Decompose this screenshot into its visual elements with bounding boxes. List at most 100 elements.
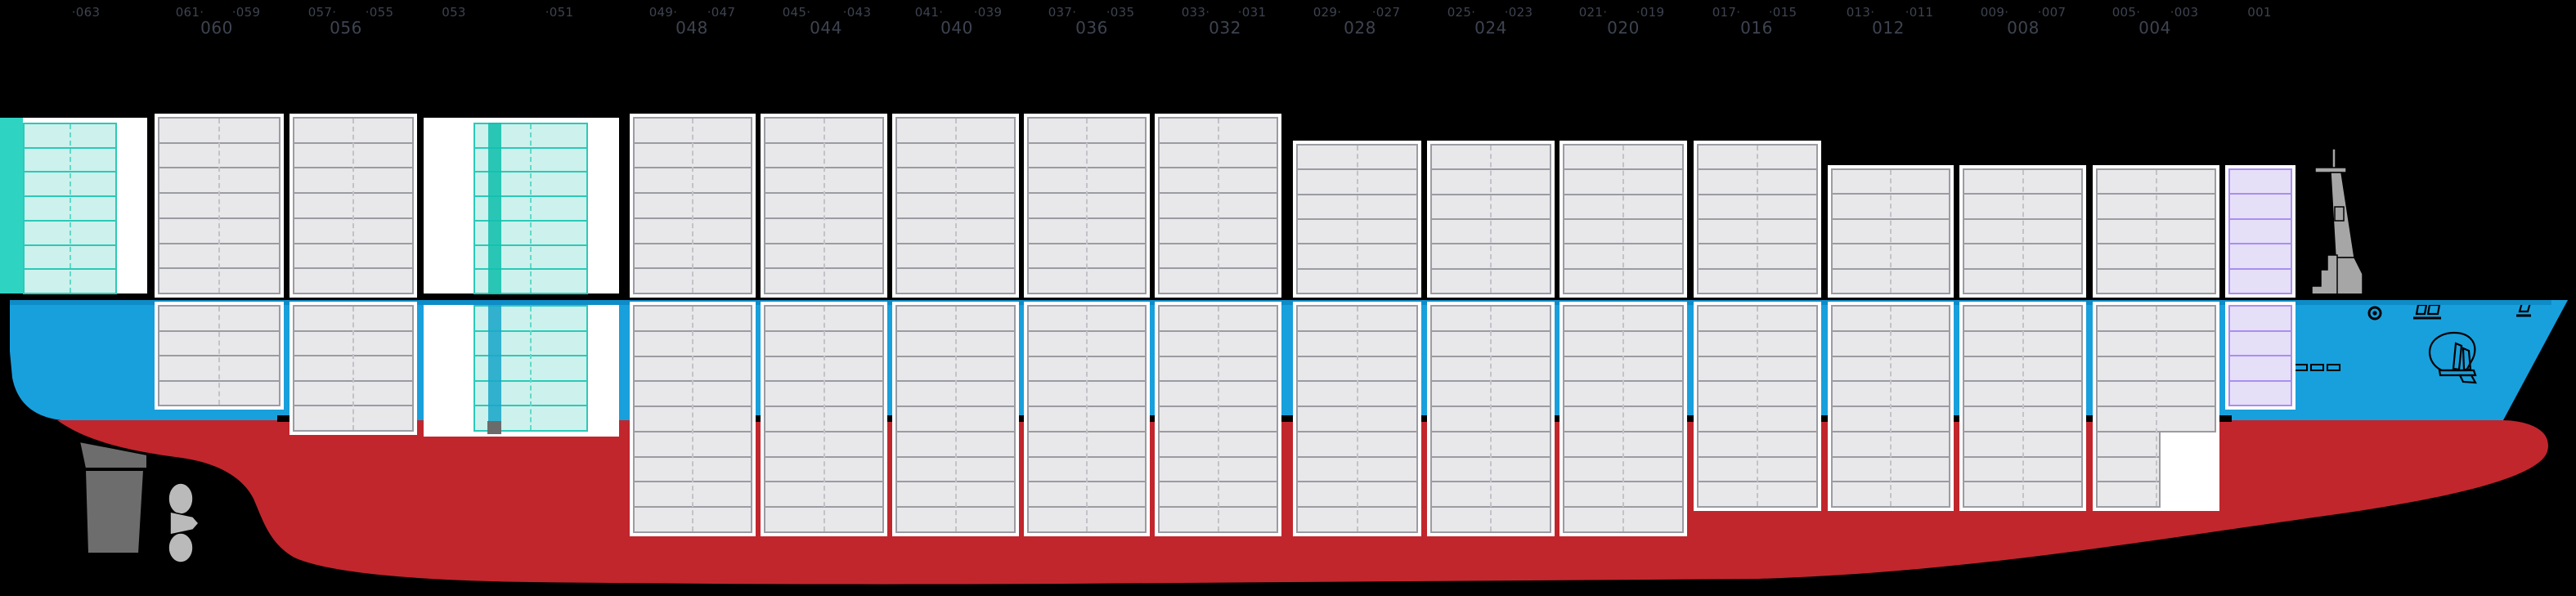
waterline-notch — [1415, 415, 1434, 422]
bay-label-odd-041: 041· — [914, 5, 944, 20]
waterline-notch — [1681, 415, 1700, 422]
bay-020-below-twenty-foot-divider — [1622, 307, 1624, 531]
waterline-notch — [881, 415, 899, 422]
bay-label-odd-011: ·011 — [1905, 5, 1934, 20]
bay-label-odd-033: 033· — [1181, 5, 1210, 20]
bay-051-below-twenty-foot-divider — [530, 307, 532, 430]
foremast — [2311, 148, 2363, 297]
funnel-casing-below — [488, 305, 501, 421]
waterline-notch — [1548, 415, 1566, 422]
container-slot[interactable] — [2096, 481, 2161, 508]
windlass-icon — [2426, 303, 2441, 316]
bay-label-odd-053: 053 — [442, 5, 466, 20]
bay-048-below-twenty-foot-divider — [692, 307, 693, 531]
bay-label-odd-031: ·031 — [1237, 5, 1267, 20]
propeller — [168, 482, 200, 563]
container-slot[interactable] — [2228, 329, 2292, 356]
bay-label-even-020: 020 — [1607, 18, 1640, 38]
waterline-notch — [1275, 415, 1299, 422]
bay-label-odd-015: ·015 — [1768, 5, 1797, 20]
waterline-notch — [1143, 415, 1161, 422]
container-slot[interactable] — [2228, 217, 2292, 245]
bay-060-below-twenty-foot-divider — [218, 307, 220, 405]
waterline-notch — [1815, 415, 1834, 422]
bay-label-odd-045: 045· — [782, 5, 811, 20]
bay-label-odd-029: 029· — [1313, 5, 1342, 20]
bay-label-even-024: 024 — [1474, 18, 1507, 38]
bay-label-even-028: 028 — [1344, 18, 1376, 38]
bay-label-odd-043: ·043 — [842, 5, 872, 20]
waterline-notch — [749, 415, 767, 422]
container-slot[interactable] — [2228, 193, 2292, 220]
rudder — [78, 440, 148, 554]
bay-label-odd-017: 017· — [1712, 5, 1741, 20]
stern-teal-strip — [0, 118, 23, 296]
bay-label-odd-049: 049· — [648, 5, 678, 20]
bay-032-above-twenty-foot-divider — [1217, 119, 1219, 293]
container-slot[interactable] — [2228, 243, 2292, 270]
propeller-aperture — [179, 487, 232, 577]
windlass-icon — [2415, 303, 2428, 316]
bay-020-above-twenty-foot-divider — [1622, 146, 1624, 293]
bay-label-odd-001: 001 — [2247, 5, 2272, 20]
bay-056-above-twenty-foot-divider — [352, 119, 354, 293]
bay-label-odd-039: ·039 — [973, 5, 1003, 20]
bay-044-below-twenty-foot-divider — [823, 307, 825, 531]
bay-040-above-twenty-foot-divider — [954, 119, 957, 293]
bay-label-odd-025: 025· — [1447, 5, 1476, 20]
container-slot[interactable] — [2228, 379, 2292, 406]
waterline-notch — [277, 415, 296, 422]
bay-016-below-twenty-foot-divider — [1757, 307, 1758, 506]
bay-label-odd-019: ·019 — [1636, 5, 1665, 20]
bay-stack-001-below[interactable] — [2228, 305, 2292, 406]
bay-label-even-036: 036 — [1075, 18, 1108, 38]
bay-056-below-twenty-foot-divider — [352, 307, 354, 430]
bay-label-odd-003: ·003 — [2170, 5, 2199, 20]
container-slot[interactable] — [2228, 267, 2292, 295]
bay-063-above-twenty-foot-divider — [69, 124, 71, 293]
bay-036-above-twenty-foot-divider — [1086, 119, 1088, 293]
bay-label-even-044: 044 — [810, 18, 842, 38]
bay-label-odd-037: 037· — [1048, 5, 1077, 20]
container-slot[interactable] — [2228, 305, 2292, 332]
waterline-notch — [1012, 415, 1030, 422]
bay-label-odd-023: ·023 — [1504, 5, 1533, 20]
bay-label-odd-057: 057· — [307, 5, 337, 20]
waterline-notch — [2213, 415, 2232, 422]
bay-label-odd-009: 009· — [1980, 5, 2009, 20]
bay-008-below-twenty-foot-divider — [2022, 307, 2024, 506]
bay-024-below-twenty-foot-divider — [1490, 307, 1492, 531]
bay-label-odd-055: ·055 — [365, 5, 394, 20]
bay-label-odd-047: ·047 — [707, 5, 736, 20]
waterline-notch — [1947, 415, 1966, 422]
waterline-notch — [2080, 415, 2099, 422]
bay-048-above-twenty-foot-divider — [692, 119, 693, 293]
bay-label-odd-035: ·035 — [1106, 5, 1135, 20]
bay-060-above-twenty-foot-divider — [218, 119, 220, 293]
bay-044-above-twenty-foot-divider — [823, 119, 825, 293]
bay-label-even-040: 040 — [940, 18, 973, 38]
bay-label-even-012: 012 — [1872, 18, 1905, 38]
bay-label-even-016: 016 — [1740, 18, 1773, 38]
bay-036-below-twenty-foot-divider — [1086, 307, 1088, 531]
bay-label-even-008: 008 — [2007, 18, 2040, 38]
anchor-icon — [2428, 331, 2477, 384]
bay-label-odd-005: 005· — [2112, 5, 2141, 20]
bay-028-above-twenty-foot-divider — [1356, 146, 1358, 293]
bay-008-above-twenty-foot-divider — [2022, 170, 2024, 293]
bay-004-below-twenty-foot-divider — [2155, 307, 2157, 506]
bay-stack-001-above[interactable] — [2228, 168, 2292, 295]
bay-label-odd-021: 021· — [1578, 5, 1608, 20]
bay-016-above-twenty-foot-divider — [1757, 146, 1758, 293]
bay-label-even-032: 032 — [1209, 18, 1241, 38]
bay-label-odd-013: 013· — [1846, 5, 1875, 20]
bay-012-below-twenty-foot-divider — [1890, 307, 1892, 506]
bay-label-odd-027: ·027 — [1371, 5, 1401, 20]
bay-004-above-twenty-foot-divider — [2155, 170, 2157, 293]
funnel-casing-above — [488, 123, 501, 294]
bay-label-odd-061: 061· — [175, 5, 204, 20]
funnel-base — [487, 421, 501, 434]
bay-label-even-056: 056 — [330, 18, 362, 38]
